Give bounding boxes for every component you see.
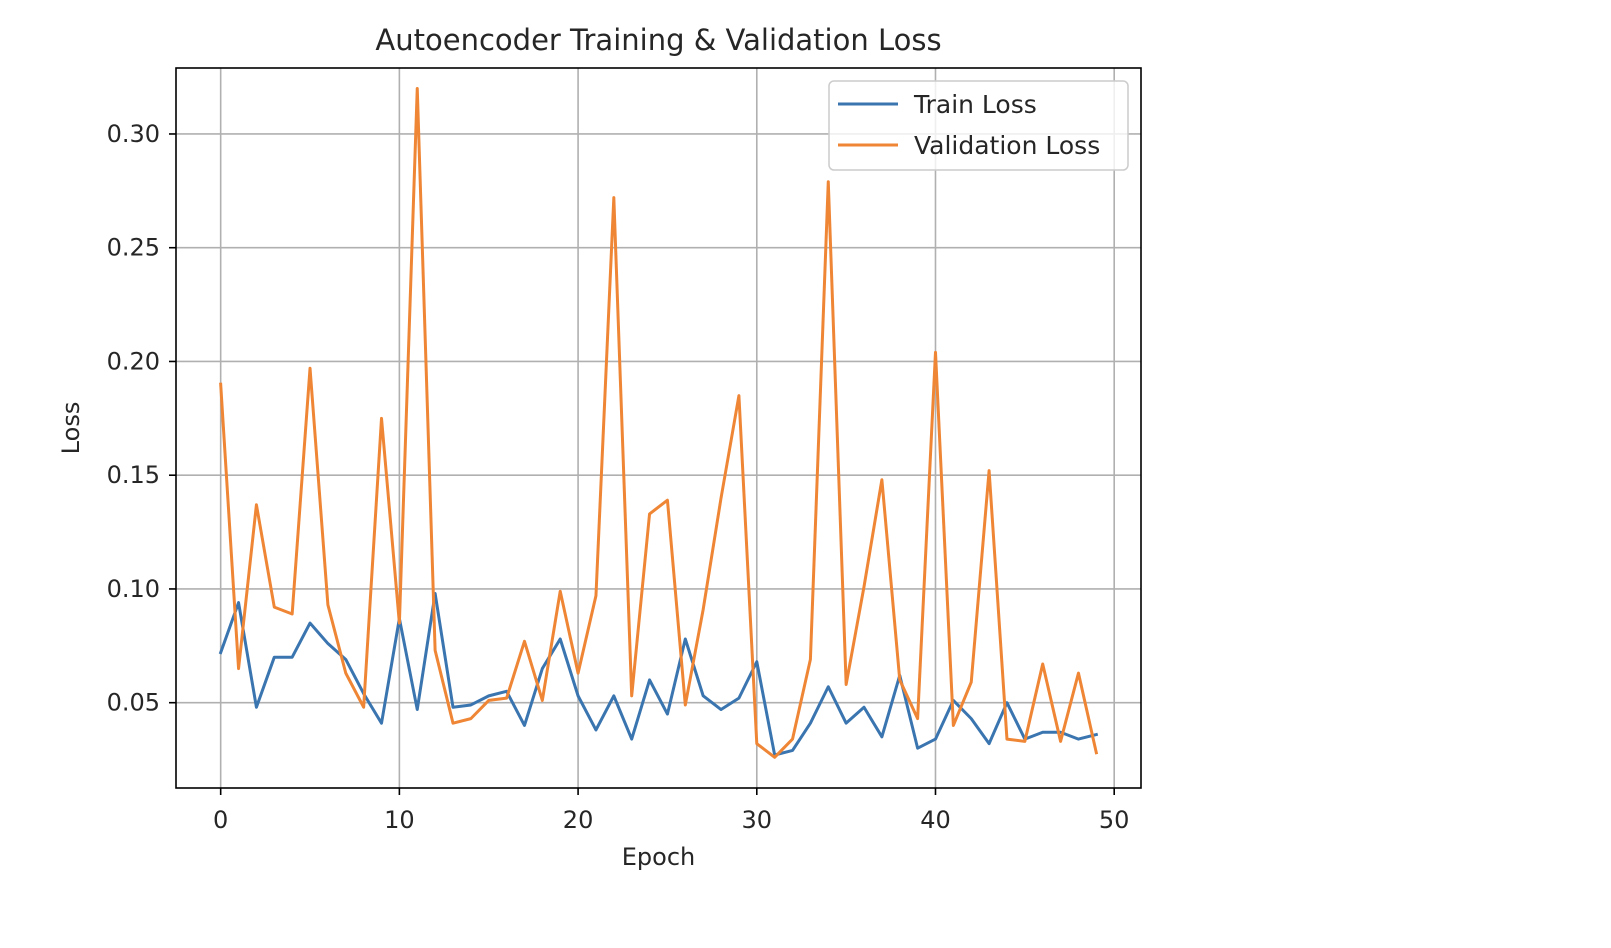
legend: Train Loss Validation Loss: [828, 80, 1129, 171]
validation-loss-line: [219, 86, 1099, 759]
series-lines: [218, 86, 1099, 759]
y-axis-label: Loss: [57, 402, 85, 455]
y-tick-label: 0.15: [107, 461, 160, 489]
x-tick-label: 30: [742, 806, 773, 834]
y-tick-label: 0.30: [107, 120, 160, 148]
legend-label-train: Train Loss: [913, 90, 1037, 119]
plot-frame: [175, 67, 1142, 789]
plot-background: [176, 68, 1141, 788]
legend-label-validation: Validation Loss: [914, 131, 1100, 160]
y-tick-label: 0.10: [107, 575, 160, 603]
x-tick-label: 10: [384, 806, 415, 834]
y-tick-label: 0.25: [107, 234, 160, 262]
legend-box: [828, 80, 1129, 171]
grid-lines: [176, 68, 1141, 788]
x-tick-label: 0: [213, 806, 228, 834]
x-axis-label: Epoch: [622, 843, 696, 871]
train-loss-line: [218, 592, 1099, 757]
x-tick-label: 40: [920, 806, 951, 834]
y-tick-label: 0.05: [107, 689, 160, 717]
y-tick-label: 0.20: [107, 347, 160, 375]
axis-ticks: 0 10 20 30 40 50 0.05 0.10 0.15 0.20 0.25 0.30: [107, 120, 1130, 834]
x-tick-label: 50: [1099, 806, 1130, 834]
chart-title: Autoencoder Training & Validation Loss: [375, 23, 941, 57]
x-tick-label: 20: [563, 806, 594, 834]
